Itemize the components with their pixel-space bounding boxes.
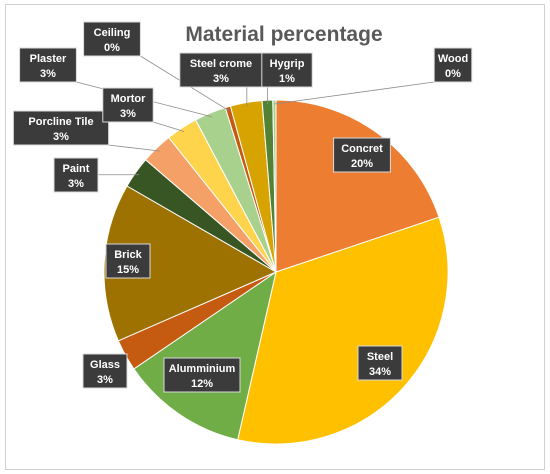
data-label-value: 34% (369, 366, 391, 378)
data-label-value: 3% (40, 68, 56, 80)
leader-mortor (153, 121, 185, 132)
data-label-value: 3% (68, 178, 84, 190)
data-label-brick: Brick 15% (105, 243, 151, 279)
data-label-name: Wood (438, 53, 468, 65)
slice-alumminium (133, 270, 277, 441)
data-label-name: Concret (341, 143, 383, 155)
data-label-value: 0% (445, 68, 461, 80)
data-label-name: Porcline Tile (28, 116, 93, 128)
data-label-value: 1% (279, 73, 295, 85)
data-label-paint: Paint 3% (53, 157, 99, 193)
data-label-plaster: Plaster 3% (19, 47, 77, 83)
data-label-steel-crome: Steel crome 3% (179, 52, 263, 88)
data-label-value: 0% (104, 42, 120, 54)
data-label-box (163, 357, 241, 393)
data-label-box (83, 21, 141, 57)
data-label-steel: Steel 34% (357, 345, 403, 381)
leader-wood (274, 81, 435, 105)
data-label-box (19, 47, 77, 83)
data-label-ceiling: Ceiling 0% (83, 21, 141, 57)
data-label-name: Steel crome (190, 58, 252, 70)
pie-chart: Material percentage Concret 20% Steel 34% Al… (12, 21, 473, 445)
slice-steel (237, 216, 449, 445)
data-label-wood: Wood 0% (433, 47, 473, 83)
data-label-name: Mortor (111, 93, 147, 105)
chart-frame: Material percentage Concret 20% Steel 34% Al… (5, 4, 545, 470)
data-label-box (82, 353, 128, 389)
data-label-name: Ceiling (94, 27, 131, 39)
data-labels: Concret 20% Steel 34% Alumminium 12% Glass 3% Br… (12, 21, 473, 393)
data-label-name: Brick (114, 249, 142, 261)
data-label-hygrip: Hygrip 1% (261, 52, 313, 88)
data-label-value: 3% (120, 108, 136, 120)
data-label-value: 3% (213, 73, 229, 85)
data-label-name: Hygrip (270, 58, 305, 70)
data-label-box (333, 137, 391, 173)
slice-concret (275, 99, 440, 273)
data-label-value: 3% (97, 374, 113, 386)
chart-title: Material percentage (185, 23, 382, 46)
data-label-mortor: Mortor 3% (102, 87, 154, 123)
data-label-value: 15% (117, 264, 139, 276)
leader-porcline-tile (108, 144, 160, 152)
data-label-name: Glass (90, 359, 120, 371)
data-label-box (12, 110, 110, 146)
data-label-alumminium: Alumminium 12% (163, 357, 241, 393)
data-label-value: 12% (191, 378, 213, 390)
data-label-value: 20% (351, 158, 373, 170)
data-label-name: Paint (63, 163, 90, 175)
slice-wood (272, 99, 277, 273)
slice-brick (103, 185, 278, 342)
data-label-box (102, 87, 154, 123)
data-label-box (53, 157, 99, 193)
data-label-porcline-tile: Porcline Tile 3% (12, 110, 110, 146)
data-label-box (261, 52, 313, 88)
data-label-box (179, 52, 263, 88)
data-label-name: Plaster (30, 53, 67, 65)
data-label-name: Alumminium (169, 363, 236, 375)
data-label-box (433, 47, 473, 83)
pie-slices (103, 99, 449, 445)
data-label-box (105, 243, 151, 279)
data-label-concret: Concret 20% (333, 137, 391, 173)
data-label-value: 3% (53, 131, 69, 143)
data-label-name: Steel (367, 351, 393, 363)
data-label-box (357, 345, 403, 381)
data-label-glass: Glass 3% (82, 353, 128, 389)
